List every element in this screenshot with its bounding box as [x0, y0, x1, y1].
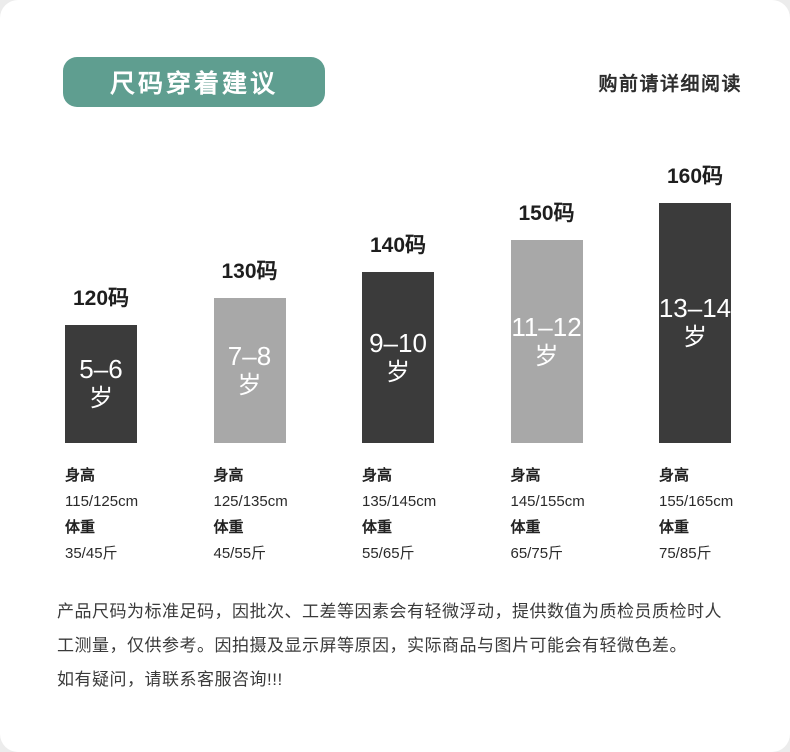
size-bar: 7–8 岁 — [213, 298, 286, 443]
size-bar: 11–12 岁 — [510, 240, 583, 443]
size-column-150: 150码 11–12 岁 身高 145/155cm 体重 65/75斤 — [510, 160, 585, 567]
bar-area: 130码 7–8 岁 — [213, 160, 286, 443]
age-unit: 岁 — [386, 358, 410, 386]
age-unit: 岁 — [534, 342, 559, 370]
weight-label: 体重 — [362, 519, 393, 536]
size-bar: 13–14 岁 — [659, 203, 731, 443]
height-label: 身高 — [362, 467, 393, 484]
size-stats: 身高 135/145cm 体重 55/65斤 — [362, 463, 437, 567]
size-column-130: 130码 7–8 岁 身高 125/135cm 体重 45/55斤 — [213, 160, 288, 567]
age-range-label: 5–6 岁 — [79, 354, 122, 414]
height-label: 身高 — [213, 467, 244, 484]
size-label: 150码 — [518, 202, 575, 225]
purchase-notice: 购前请详细阅读 — [598, 73, 742, 95]
bar-area: 120码 5–6 岁 — [65, 160, 137, 443]
age-range: 9–10 — [369, 327, 427, 358]
size-label: 160码 — [666, 165, 724, 188]
age-range-label: 9–10 岁 — [369, 328, 427, 388]
age-unit: 岁 — [237, 371, 262, 399]
weight-label: 体重 — [213, 519, 244, 536]
bar-area: 160码 13–14 岁 — [659, 160, 731, 443]
title-badge: 尺码穿着建议 — [63, 57, 325, 107]
size-stats: 身高 125/135cm 体重 45/55斤 — [213, 463, 288, 567]
age-range: 7–8 — [227, 340, 272, 371]
age-range-label: 13–14 岁 — [659, 293, 731, 353]
size-stats: 身高 145/155cm 体重 65/75斤 — [510, 463, 585, 567]
weight-label: 体重 — [65, 519, 96, 536]
disclaimer-line: 工测量，仅供参考。因拍摄及显示屏等原因，实际商品与图片可能会有轻微色差。 — [57, 636, 687, 655]
size-bar: 9–10 岁 — [362, 272, 434, 443]
size-bar-chart: 120码 5–6 岁 身高 115/125cm 体重 35/45斤 130码 — [65, 160, 734, 567]
size-label: 130码 — [221, 260, 278, 283]
size-stats: 身高 155/165cm 体重 75/85斤 — [659, 463, 734, 567]
weight-value: 55/65斤 — [362, 545, 415, 562]
height-label: 身高 — [659, 467, 690, 484]
age-range: 13–14 — [658, 293, 732, 323]
weight-label: 体重 — [659, 519, 690, 536]
age-range-label: 11–12 岁 — [511, 312, 581, 372]
height-value: 115/125cm — [65, 493, 139, 510]
height-value: 125/135cm — [213, 493, 288, 510]
age-range: 5–6 — [79, 354, 123, 384]
weight-value: 45/55斤 — [213, 545, 267, 562]
size-column-160: 160码 13–14 岁 身高 155/165cm 体重 75/85斤 — [659, 160, 734, 567]
weight-value: 65/75斤 — [510, 545, 564, 562]
weight-value: 35/45斤 — [65, 545, 118, 562]
age-unit: 岁 — [88, 385, 113, 413]
height-value: 155/165cm — [659, 493, 734, 510]
weight-value: 75/85斤 — [659, 545, 712, 562]
age-range: 11–12 — [511, 311, 582, 342]
page-title: 尺码穿着建议 — [109, 70, 278, 98]
size-stats: 身高 115/125cm 体重 35/45斤 — [65, 463, 139, 567]
bar-area: 150码 11–12 岁 — [510, 160, 583, 443]
size-label: 140码 — [369, 234, 427, 257]
size-column-140: 140码 9–10 岁 身高 135/145cm 体重 55/65斤 — [362, 160, 437, 567]
age-range-label: 7–8 岁 — [228, 341, 271, 401]
height-value: 135/145cm — [362, 493, 437, 510]
disclaimer-line: 产品尺码为标准足码，因批次、工差等因素会有轻微浮动，提供数值为质检员质检时人 — [57, 602, 722, 621]
disclaimer-line: 如有疑问，请联系客服咨询!!! — [57, 670, 283, 689]
size-label: 120码 — [72, 287, 130, 310]
height-label: 身高 — [510, 467, 541, 484]
height-value: 145/155cm — [510, 493, 585, 510]
size-bar: 5–6 岁 — [65, 325, 137, 443]
height-label: 身高 — [65, 467, 96, 484]
weight-label: 体重 — [510, 519, 541, 536]
age-unit: 岁 — [683, 324, 707, 352]
bar-area: 140码 9–10 岁 — [362, 160, 434, 443]
disclaimer-text: 产品尺码为标准足码，因批次、工差等因素会有轻微浮动，提供数值为质检员质检时人 工… — [57, 595, 750, 697]
header: 尺码穿着建议 购前请详细阅读 — [0, 0, 790, 107]
size-column-120: 120码 5–6 岁 身高 115/125cm 体重 35/45斤 — [65, 160, 139, 567]
